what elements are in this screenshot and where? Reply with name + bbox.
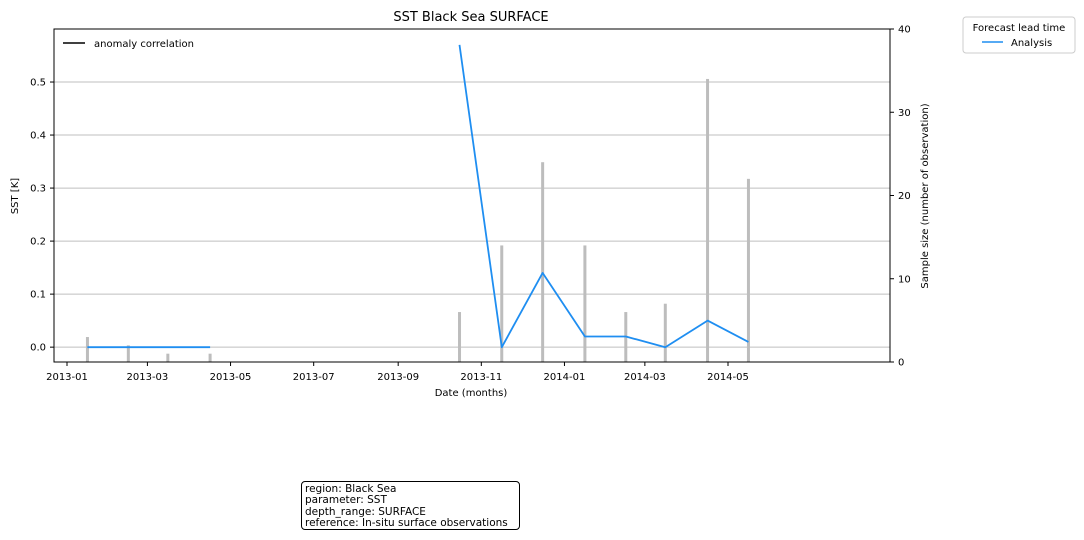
y2-tick-label: 30 (898, 108, 911, 119)
sample-size-bar (166, 353, 170, 362)
x-axis-label: Date (months) (435, 388, 508, 399)
analysis-series (87, 44, 749, 349)
x-tick-label: 2013-05 (210, 372, 252, 383)
x-tick-label: 2013-11 (460, 372, 502, 383)
y-tick-label: 0.5 (30, 78, 46, 89)
x-tick-label: 2014-01 (544, 372, 586, 383)
gridlines (54, 81, 890, 348)
info-depth-range: depth_range: SURFACE (305, 505, 426, 518)
x-tick-label: 2013-01 (46, 372, 88, 383)
info-parameter: parameter: SST (305, 494, 387, 507)
x-tick-label: 2014-03 (624, 372, 666, 383)
y2-tick-label: 0 (898, 358, 904, 369)
x-tick-label: 2013-03 (127, 372, 169, 383)
x-tick-label: 2013-09 (377, 372, 419, 383)
legend-main-label: anomaly correlation (94, 39, 194, 50)
sample-size-bar (126, 345, 130, 362)
y2-axis-label: Sample size (number of observation) (920, 103, 931, 288)
x-axis-ticks: 2013-01 2013-03 2013-05 2013-07 2013-09 2013-… (46, 362, 749, 383)
sample-size-bar (500, 245, 504, 362)
legend-lead-label: Analysis (1011, 38, 1052, 49)
chart-title: SST Black Sea SURFACE (393, 10, 548, 25)
legend-lead-time: Forecast lead time Analysis (962, 16, 1076, 54)
y-tick-label: 0.3 (30, 184, 46, 195)
legend-lead-frame (962, 16, 1076, 54)
y2-tick-label: 40 (898, 25, 911, 36)
legend-lead-title: Forecast lead time (973, 23, 1066, 34)
y-axis-ticks: 0.0 0.1 0.2 0.3 0.4 0.5 (30, 78, 54, 354)
y2-tick-label: 20 (898, 191, 911, 202)
y-tick-label: 0.4 (30, 131, 46, 142)
y-tick-label: 0.1 (30, 290, 46, 301)
sample-size-bar (85, 337, 89, 362)
sample-size-bars (85, 78, 750, 362)
metadata-info-box: region: Black Sea parameter: SST depth_r… (301, 481, 520, 530)
sample-size-bar (746, 178, 750, 362)
plot-frame (53, 28, 891, 363)
info-region: region: Black Sea (305, 483, 397, 495)
y-tick-label: 0.0 (30, 343, 46, 354)
sample-size-bar (208, 353, 212, 362)
sample-size-bar (663, 303, 667, 362)
y-tick-label: 0.2 (30, 237, 46, 248)
sample-size-bar (706, 78, 710, 362)
y-axis-label: SST [K] (10, 178, 21, 214)
sample-size-bar (458, 312, 462, 362)
x-tick-label: 2014-05 (707, 372, 749, 383)
legend-main: anomaly correlation (63, 39, 194, 50)
info-reference: reference: In-situ surface observations (305, 517, 508, 530)
x-tick-label: 2013-07 (293, 372, 335, 383)
sample-size-bar (541, 162, 545, 362)
sample-size-bar (583, 245, 587, 362)
y2-axis-ticks: 0 10 20 30 40 (890, 25, 911, 369)
analysis-line (458, 44, 749, 349)
y2-tick-label: 10 (898, 274, 911, 285)
